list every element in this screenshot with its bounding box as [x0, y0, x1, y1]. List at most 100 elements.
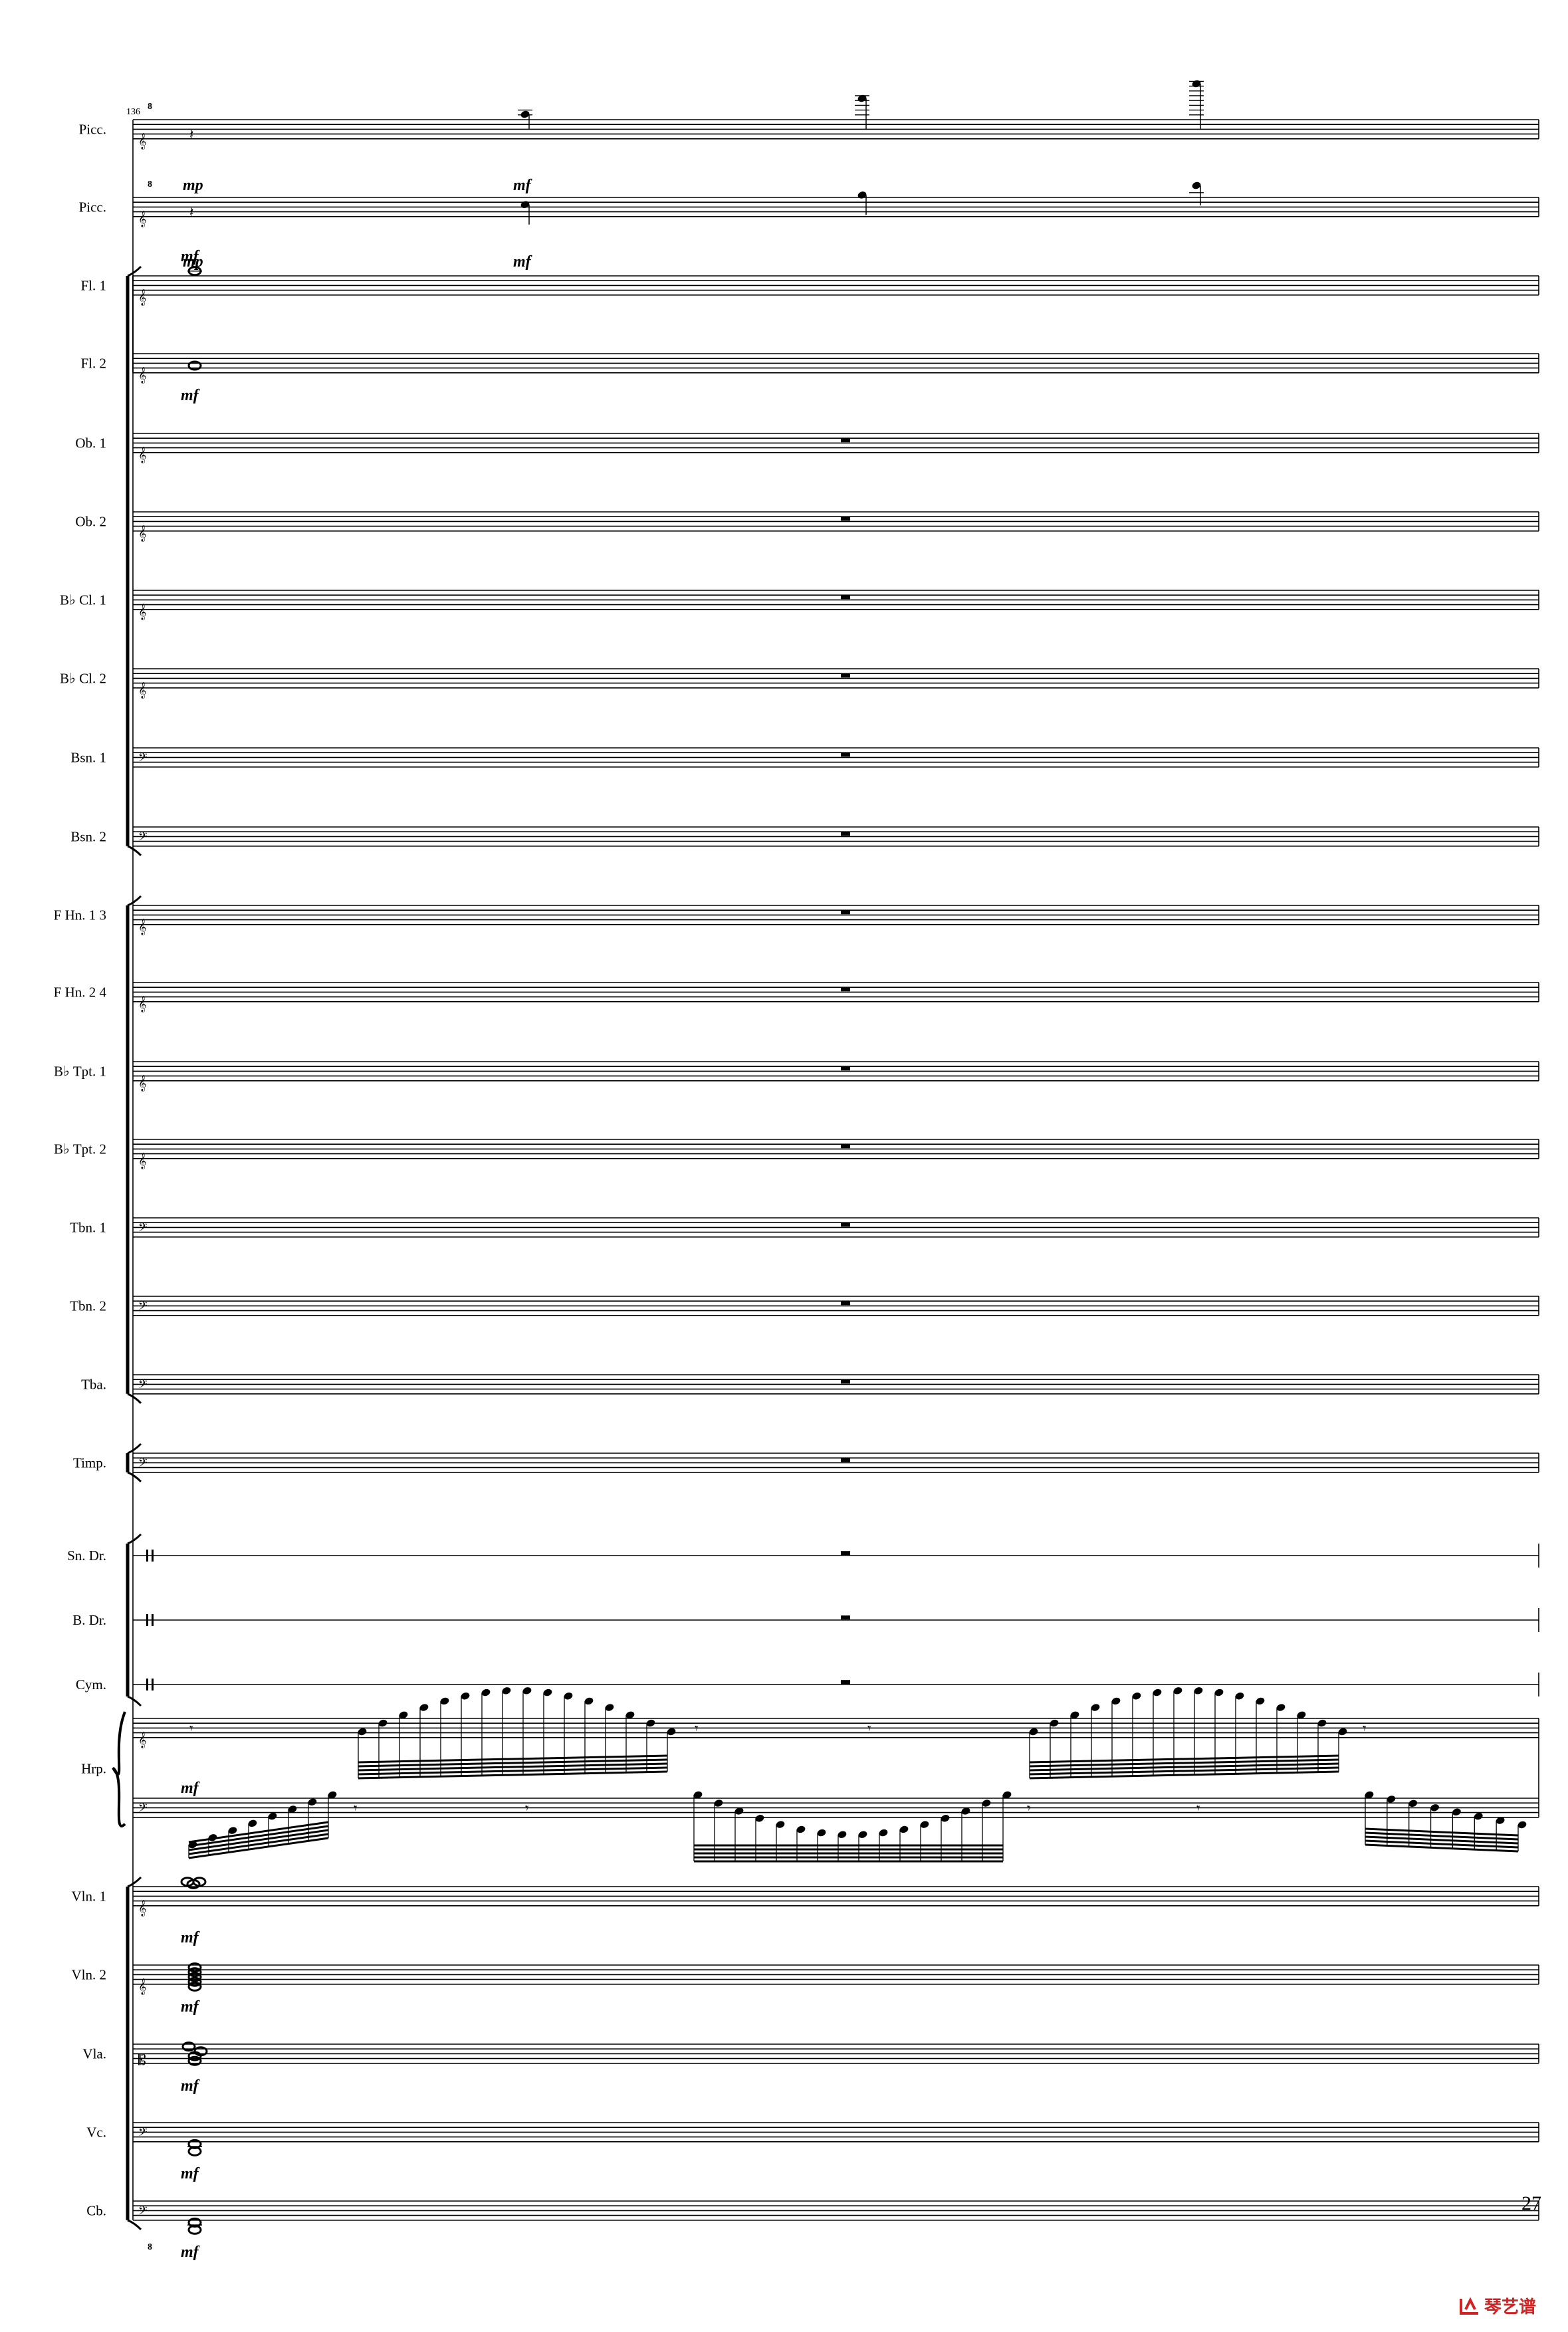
whole-rest	[841, 1066, 850, 1071]
instrument-label: Hrp.	[81, 1760, 106, 1776]
staff-8	[133, 747, 1539, 768]
harp-note	[776, 1821, 785, 1828]
timpani-bracket-top	[127, 1443, 142, 1455]
harp-note	[1050, 1719, 1059, 1727]
string-whole-note	[187, 2055, 202, 2066]
instrument-label: Fl. 2	[80, 355, 106, 371]
clef: 𝄢	[138, 1802, 148, 1817]
clef: 𝄡	[138, 2052, 146, 2068]
harp-note	[1517, 1821, 1527, 1829]
brass-bracket-top	[127, 895, 142, 907]
instrument-label: B♭ Cl. 1	[60, 592, 106, 608]
harp-note	[419, 1704, 429, 1711]
string-whole-note	[187, 1972, 202, 1982]
clef: 𝄞	[138, 919, 146, 935]
harp-note	[1496, 1817, 1505, 1824]
string-staff-3	[133, 2122, 1539, 2143]
clef: 𝄢	[138, 1300, 148, 1316]
harp-bass-staff	[133, 1798, 1539, 1818]
string-whole-note	[187, 1962, 202, 1973]
dyn-picc1-start: mp	[183, 177, 203, 194]
harp-note	[1408, 1800, 1418, 1807]
harp-note	[1091, 1704, 1100, 1711]
flute2-whole-note	[187, 360, 202, 371]
harp-note	[564, 1692, 573, 1700]
staff-4	[133, 433, 1539, 453]
harp-note	[646, 1719, 655, 1727]
harp-note	[208, 1834, 217, 1841]
beam	[358, 1766, 668, 1776]
eighth-rest: 𝄾	[695, 1720, 699, 1736]
watermark-logo: 琴艺谱	[1459, 2293, 1536, 2318]
beam	[358, 1770, 668, 1780]
harp-note	[1173, 1687, 1182, 1694]
instrument-label: Cb.	[86, 2202, 106, 2218]
string-staff-2	[133, 2043, 1539, 2064]
picc-note	[520, 110, 530, 118]
clef: 𝄞	[138, 133, 146, 150]
woodwind-bracket-bottom	[127, 845, 142, 856]
clef: 𝄞	[138, 1153, 146, 1169]
harp-note	[1317, 1719, 1327, 1727]
beam	[358, 1754, 668, 1764]
whole-rest	[841, 910, 850, 915]
staff-10	[133, 905, 1539, 925]
whole-rest	[841, 1551, 850, 1556]
quarter-rest: 𝄽	[189, 204, 193, 220]
harp-note	[982, 1800, 991, 1807]
instrument-label: F Hn. 1 3	[54, 907, 106, 923]
harp-arpeggio-up	[358, 1691, 668, 1780]
dyn-picc2-note: mf	[513, 253, 532, 271]
whole-rest	[841, 517, 850, 521]
beam	[1029, 1754, 1339, 1764]
instrument-label: Ob. 1	[75, 435, 106, 451]
harp-note	[248, 1819, 257, 1827]
instrument-label: Vla.	[82, 2045, 106, 2061]
staff-14	[133, 1217, 1539, 1238]
harp-note	[817, 1829, 826, 1837]
whole-rest	[841, 987, 850, 992]
staff-9	[133, 826, 1539, 847]
harp-note	[1338, 1728, 1347, 1736]
string-staff-4	[133, 2200, 1539, 2221]
clef: 𝄞	[138, 996, 146, 1012]
clef: 𝄢	[138, 751, 148, 767]
harp-note	[714, 1800, 723, 1807]
harp-note	[228, 1827, 237, 1834]
harp-note	[838, 1831, 847, 1838]
picc-note	[1192, 80, 1201, 88]
beam	[188, 1825, 329, 1847]
whole-rest	[841, 438, 850, 443]
brass-bracket-bottom	[127, 1393, 142, 1404]
harp-note	[328, 1791, 337, 1799]
harp-note	[1430, 1804, 1439, 1811]
harp-note	[1029, 1728, 1038, 1736]
instrument-label: Tbn. 1	[70, 1219, 106, 1235]
harp-note	[399, 1711, 408, 1718]
harp-note	[188, 1841, 197, 1849]
harp-note	[502, 1687, 511, 1694]
clef: 𝄞	[138, 1075, 146, 1092]
staff-16	[133, 1374, 1539, 1395]
harp-note	[1070, 1711, 1079, 1718]
harp-note	[268, 1812, 277, 1820]
staff-7	[133, 668, 1539, 689]
dyn-fl2: mf	[181, 387, 200, 404]
instrument-label: B♭ Cl. 2	[60, 670, 106, 686]
harp-note	[605, 1704, 614, 1711]
beam	[188, 1837, 329, 1859]
clef: 𝄞	[138, 525, 146, 542]
clef: 𝄞	[138, 682, 146, 699]
clef: 𝄞	[138, 1732, 146, 1748]
whole-rest	[841, 1615, 850, 1620]
instrument-label: Cym.	[76, 1677, 106, 1692]
instrument-label: Vln. 1	[72, 1888, 107, 1904]
harp-note	[755, 1815, 764, 1822]
timpani-bracket-bottom	[127, 1471, 142, 1482]
harp-note	[1474, 1812, 1483, 1820]
harp-note	[1452, 1808, 1461, 1815]
harp-note	[461, 1692, 470, 1700]
picc-note	[1192, 181, 1201, 189]
instrument-label: Picc.	[79, 121, 106, 137]
beam	[358, 1762, 668, 1772]
